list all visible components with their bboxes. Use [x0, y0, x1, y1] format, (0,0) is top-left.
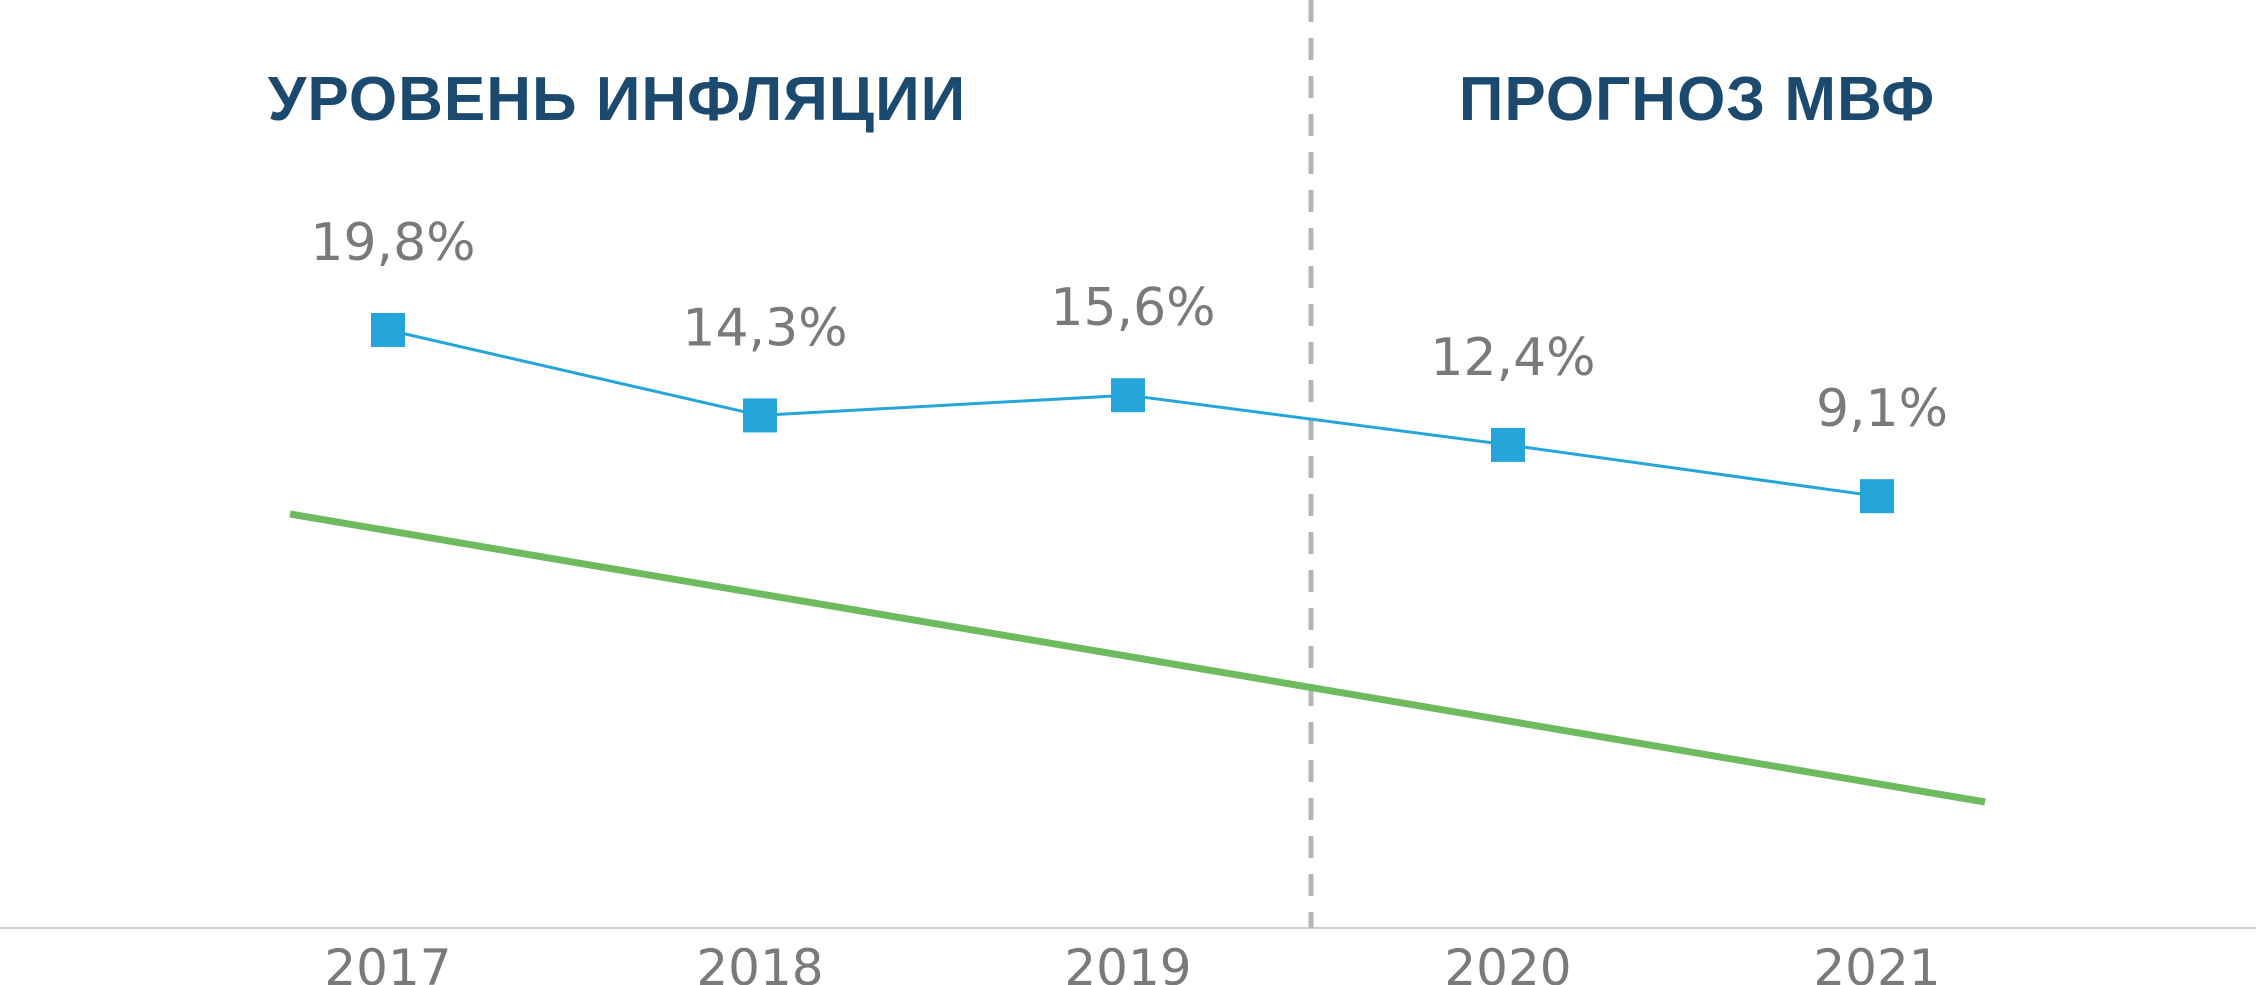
trend-line: [289, 510, 1986, 806]
inflation-series-line: [387, 328, 1878, 498]
data-label-2018: 14,3%: [682, 298, 847, 358]
x-tick-2020: 2020: [1444, 939, 1571, 985]
data-point-2017: [371, 313, 405, 347]
section-title-imf-forecast: ПРОГНОЗ МВФ: [1459, 65, 1935, 134]
x-tick-2017: 2017: [324, 939, 451, 985]
data-point-2018: [743, 398, 777, 433]
x-tick-2019: 2019: [1064, 939, 1191, 985]
section-title-inflation: УРОВЕНЬ ИНФЛЯЦИИ: [268, 65, 966, 134]
data-label-2020: 12,4%: [1430, 328, 1595, 388]
x-axis-ticks: 2017 2018 2019 2020 2021: [324, 939, 1940, 985]
data-point-2019: [1111, 378, 1145, 413]
x-tick-2018: 2018: [696, 939, 823, 985]
data-label-2021: 9,1%: [1816, 379, 1948, 439]
data-label-2019: 15,6%: [1050, 278, 1215, 338]
x-tick-2021: 2021: [1813, 939, 1940, 985]
data-point-2020: [1491, 427, 1525, 462]
data-label-2017: 19,8%: [310, 213, 475, 273]
plot-area: 19,8% 14,3% 15,6% 12,4% 9,1%: [0, 0, 2256, 929]
data-point-2021: [1860, 479, 1894, 514]
